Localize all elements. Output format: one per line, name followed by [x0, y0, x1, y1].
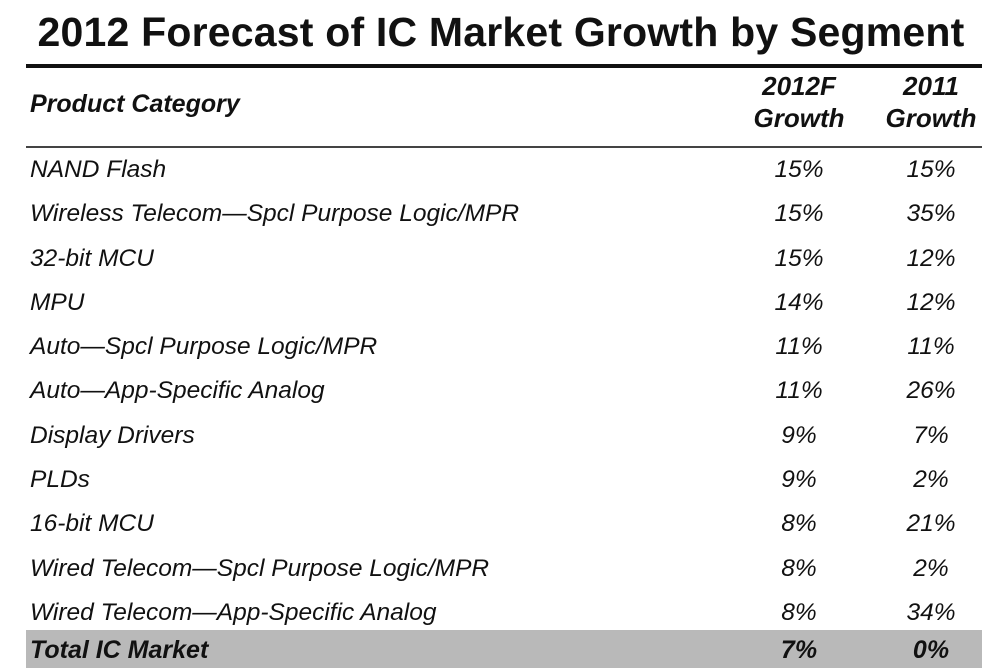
total-row: Total IC Market 7% 0% — [26, 630, 982, 668]
row-2012f-value: 8% — [781, 554, 817, 582]
row-2012f-value: 9% — [781, 421, 817, 449]
total-category: Total IC Market — [30, 636, 209, 664]
row-2011-value: 12% — [906, 244, 956, 272]
title-rule — [26, 64, 982, 68]
table-row: NAND Flash 15% 15% — [26, 148, 982, 192]
row-2012f-value: 14% — [774, 288, 824, 316]
row-2012f-value: 8% — [781, 598, 817, 626]
row-2012f-value: 8% — [781, 510, 817, 538]
table-body: NAND Flash 15% 15% Wireless Telecom—Spcl… — [26, 148, 982, 635]
row-2011-value: 35% — [906, 200, 956, 228]
row-category: Wired Telecom—App-Specific Analog — [30, 598, 437, 626]
table-row: 32-bit MCU 15% 12% — [26, 237, 982, 281]
row-2011-value: 2% — [913, 554, 949, 582]
table-row: Auto—Spcl Purpose Logic/MPR 11% 11% — [26, 325, 982, 369]
table-row: PLDs 9% 2% — [26, 458, 982, 502]
header-2011-growth: 2011 Growth — [861, 70, 1001, 134]
row-2012f-value: 9% — [781, 466, 817, 494]
row-category: Auto—Spcl Purpose Logic/MPR — [30, 333, 378, 361]
table-row: Auto—App-Specific Analog 11% 26% — [26, 369, 982, 413]
row-category: Wireless Telecom—Spcl Purpose Logic/MPR — [30, 200, 520, 228]
row-category: 16-bit MCU — [30, 510, 154, 538]
row-category: NAND Flash — [30, 156, 167, 183]
header-2011-line2: Growth — [885, 103, 977, 133]
row-2011-value: 12% — [906, 288, 956, 316]
table-row: 16-bit MCU 8% 21% — [26, 502, 982, 546]
row-category: 32-bit MCU — [30, 244, 154, 272]
total-2012f-value: 7% — [780, 636, 818, 664]
row-2011-value: 11% — [907, 333, 955, 361]
row-category: PLDs — [30, 466, 90, 494]
row-2012f-value: 15% — [774, 156, 824, 183]
row-2012f-value: 15% — [774, 200, 824, 228]
row-category: MPU — [30, 288, 85, 316]
header-rule — [26, 146, 982, 148]
table-row: Display Drivers 9% 7% — [26, 414, 982, 458]
row-category: Auto—App-Specific Analog — [30, 377, 325, 405]
table-row: Wired Telecom—App-Specific Analog 8% 34% — [26, 591, 982, 635]
row-2012f-value: 11% — [775, 333, 823, 361]
row-2011-value: 26% — [906, 377, 956, 405]
row-2011-value: 7% — [913, 421, 949, 449]
row-2011-value: 21% — [906, 510, 956, 538]
table-header: Product Category 2012F Growth 2011 Growt… — [26, 70, 982, 144]
header-2012f-line1: 2012F — [762, 71, 836, 101]
row-2012f-value: 11% — [775, 377, 823, 405]
row-2011-value: 34% — [906, 598, 956, 626]
total-2011-value: 0% — [912, 636, 950, 664]
row-2011-value: 2% — [913, 466, 949, 494]
header-2012f-line2: Growth — [753, 103, 845, 133]
table-row: Wireless Telecom—Spcl Purpose Logic/MPR … — [26, 192, 982, 236]
table-row: Wired Telecom—Spcl Purpose Logic/MPR 8% … — [26, 547, 982, 591]
header-2012f-growth: 2012F Growth — [729, 70, 869, 134]
table-title: 2012 Forecast of IC Market Growth by Seg… — [37, 9, 965, 55]
row-category: Display Drivers — [30, 421, 195, 449]
header-2011-line1: 2011 — [903, 71, 959, 101]
header-product-category: Product Category — [30, 90, 240, 118]
row-2011-value: 15% — [906, 156, 956, 183]
table-row: MPU 14% 12% — [26, 281, 982, 325]
row-category: Wired Telecom—Spcl Purpose Logic/MPR — [30, 554, 490, 582]
row-2012f-value: 15% — [774, 244, 824, 272]
